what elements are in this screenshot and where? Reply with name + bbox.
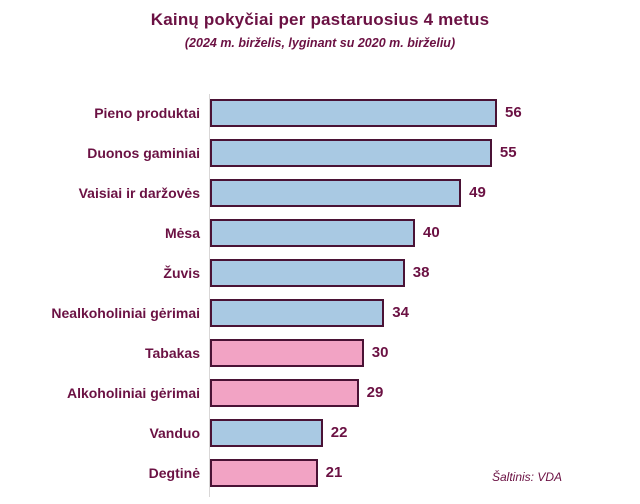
category-label: Žuvis	[163, 265, 200, 281]
bar	[210, 419, 323, 447]
bar	[210, 339, 364, 367]
category-label: Degtinė	[148, 465, 200, 481]
bar	[210, 179, 462, 207]
category-label: Nealkoholiniai gėrimai	[51, 305, 200, 321]
bar	[210, 379, 359, 407]
bar-track: 56	[210, 99, 522, 127]
bar	[210, 299, 385, 327]
value-label: 30	[371, 344, 389, 361]
bar-track: 49	[210, 179, 486, 207]
bar-row: Tabakas 30	[0, 339, 640, 367]
category-label: Pieno produktai	[94, 105, 200, 121]
bar-track: 55	[210, 139, 517, 167]
chart-title: Kainų pokyčiai per pastaruosius 4 metus	[150, 10, 490, 29]
category-label: Alkoholiniai gėrimai	[66, 385, 200, 401]
bar-row: Alkoholiniai gėrimai 29	[0, 379, 640, 407]
bar-row: Mėsa 40	[0, 219, 640, 247]
bar	[210, 459, 318, 487]
category-label: Duonos gaminiai	[87, 145, 200, 161]
bar-row: Nealkoholiniai gėrimai 34	[0, 299, 640, 327]
value-label: 29	[366, 384, 384, 401]
bar-track: 30	[210, 339, 388, 367]
y-axis-line	[209, 94, 210, 497]
value-label: 21	[325, 464, 343, 481]
value-label: 22	[330, 424, 348, 441]
value-label: 38	[412, 264, 430, 281]
value-label: 34	[392, 304, 409, 321]
category-label: Mėsa	[164, 225, 200, 241]
value-label: 56	[505, 104, 522, 121]
bar-row: Vaisiai ir daržovės 49	[0, 179, 640, 207]
bar-track: 34	[210, 299, 409, 327]
chart-subtitle: (2024 m. birželis, lyginant su 2020 m. b…	[184, 36, 456, 50]
bar-row: Pieno produktai 56	[0, 99, 640, 127]
bar-track: 21	[210, 459, 342, 487]
bar-track: 22	[210, 419, 347, 447]
category-label: Vaisiai ir daržovės	[78, 185, 200, 201]
value-label: 55	[499, 144, 517, 161]
bar	[210, 139, 492, 167]
bar-row: Vanduo 22	[0, 419, 640, 447]
bar	[210, 99, 497, 127]
bar-track: 40	[210, 219, 440, 247]
bar	[210, 219, 415, 247]
bar-row: Degtinė 21	[0, 459, 640, 487]
bar-row: Duonos gaminiai 55	[0, 139, 640, 167]
value-label: 40	[423, 224, 440, 241]
value-label: 49	[469, 184, 486, 201]
bar-track: 38	[210, 259, 429, 287]
source-note: Šaltinis: VDA	[491, 470, 562, 484]
bar-track: 29	[210, 379, 383, 407]
bar	[210, 259, 405, 287]
category-label: Vanduo	[149, 425, 200, 441]
category-label: Tabakas	[145, 345, 200, 361]
plot-area: Pieno produktai 56 Duonos gaminiai 55 Vaisia…	[0, 94, 640, 499]
bar-row: Žuvis 38	[0, 259, 640, 287]
